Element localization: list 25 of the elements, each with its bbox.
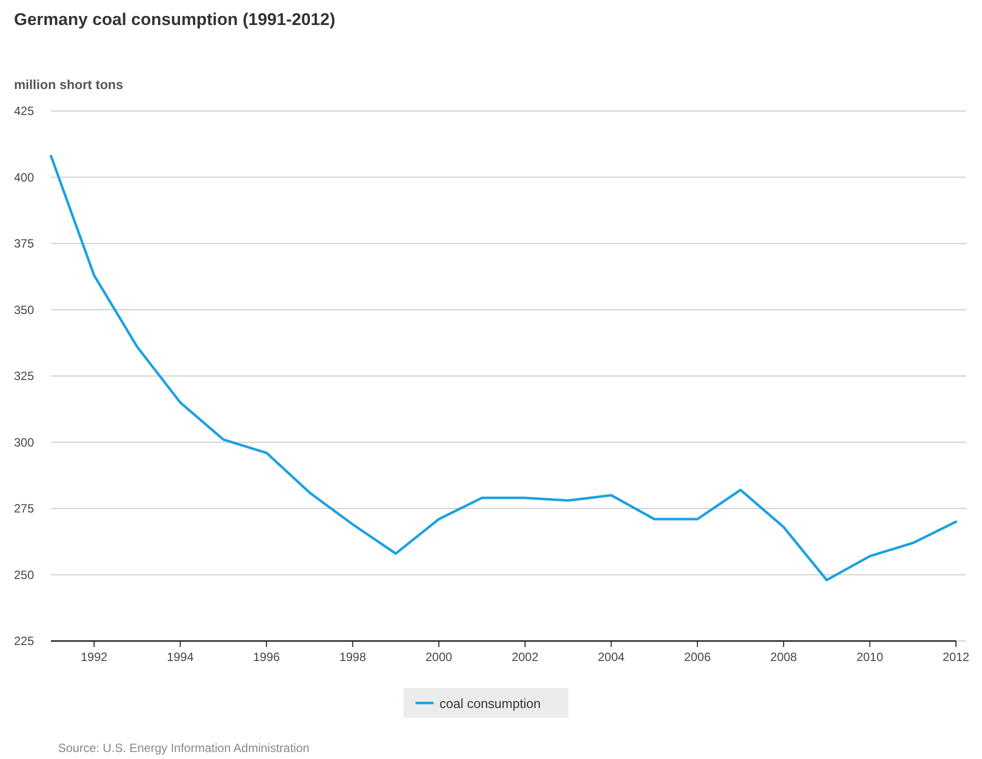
legend-label: coal consumption — [440, 696, 541, 711]
x-tick-label: 1996 — [253, 650, 280, 664]
chart-title: Germany coal consumption (1991-2012) — [14, 10, 336, 29]
y-tick-label: 275 — [14, 502, 34, 516]
y-tick-label: 325 — [14, 369, 34, 383]
y-tick-label: 375 — [14, 236, 34, 250]
x-tick-label: 1992 — [80, 650, 108, 664]
x-tick-label: 2008 — [770, 650, 798, 664]
x-tick-label: 2000 — [426, 650, 453, 664]
y-axis-title: million short tons — [14, 77, 124, 92]
source-note: Source: U.S. Energy Information Administration — [58, 741, 310, 755]
y-tick-label: 250 — [14, 568, 34, 582]
y-tick-label: 425 — [14, 104, 34, 118]
x-tick-label: 1998 — [339, 650, 366, 664]
x-tick-label: 2004 — [598, 650, 625, 664]
x-tick-label: 2010 — [856, 650, 884, 664]
y-tick-label: 400 — [14, 170, 34, 184]
x-tick-label: 2002 — [512, 650, 539, 664]
y-tick-label: 300 — [14, 435, 34, 450]
x-tick-label: 1994 — [166, 650, 194, 664]
line-series — [50, 154, 958, 582]
x-tick-label: 2012 — [942, 650, 970, 664]
y-tick-label: 350 — [14, 302, 34, 317]
x-tick-label: 2006 — [684, 650, 712, 664]
y-tick-label: 225 — [14, 634, 34, 648]
